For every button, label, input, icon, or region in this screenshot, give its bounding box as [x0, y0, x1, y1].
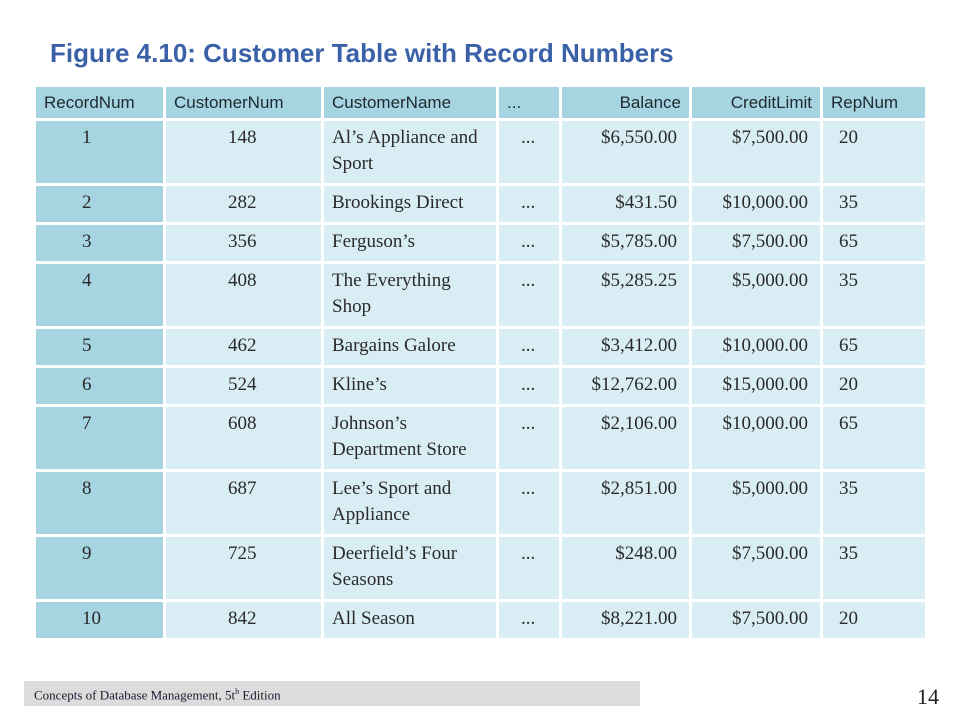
- cell-customername: Bargains Galore: [324, 329, 496, 365]
- table-row: 7 608 Johnson’s Department Store... $2,106.…: [36, 407, 925, 469]
- column-header-repnum: RepNum: [823, 87, 925, 118]
- cell-recordnum: 4: [36, 264, 163, 326]
- cell-creditlimit: $10,000.00: [692, 407, 820, 469]
- cell-creditlimit: $7,500.00: [692, 121, 820, 183]
- cell-ellipsis: ...: [499, 264, 559, 326]
- cell-repnum: 65: [823, 407, 925, 469]
- cell-customername: All Season: [324, 602, 496, 638]
- cell-recordnum: 2: [36, 186, 163, 222]
- cell-creditlimit: $7,500.00: [692, 225, 820, 261]
- footer-text: Concepts of Database Management, 5th Edi…: [34, 687, 281, 703]
- cell-ellipsis: ...: [499, 472, 559, 534]
- cell-recordnum: 1: [36, 121, 163, 183]
- cell-balance: $2,851.00: [562, 472, 689, 534]
- footer-text-edition: Edition: [239, 687, 281, 703]
- table-row: 4 408 The Everything Shop... $5,285.25 $5,00…: [36, 264, 925, 326]
- cell-customernum: 687: [166, 472, 321, 534]
- cell-repnum: 35: [823, 186, 925, 222]
- column-header-customername: CustomerName: [324, 87, 496, 118]
- cell-creditlimit: $5,000.00: [692, 264, 820, 326]
- cell-customernum: 608: [166, 407, 321, 469]
- cell-customername: Deerfield’s Four Seasons: [324, 537, 496, 599]
- table-row: 8 687 Lee’s Sport and Appliance... $2,851.0…: [36, 472, 925, 534]
- cell-balance: $248.00: [562, 537, 689, 599]
- cell-creditlimit: $15,000.00: [692, 368, 820, 404]
- customer-table: RecordNum CustomerNum CustomerName ... B…: [36, 87, 925, 652]
- cell-recordnum: 5: [36, 329, 163, 365]
- cell-balance: $12,762.00: [562, 368, 689, 404]
- cell-ellipsis: ...: [499, 225, 559, 261]
- cell-customernum: 282: [166, 186, 321, 222]
- footer-text-superscript: h: [235, 687, 240, 696]
- cell-ellipsis: ...: [499, 602, 559, 638]
- cell-customername: Brookings Direct: [324, 186, 496, 222]
- cell-repnum: 20: [823, 121, 925, 183]
- cell-ellipsis: ...: [499, 186, 559, 222]
- column-header-customernum: CustomerNum: [166, 87, 321, 118]
- cell-balance: $3,412.00: [562, 329, 689, 365]
- cell-creditlimit: $7,500.00: [692, 602, 820, 638]
- column-header-ellipsis: ...: [499, 87, 559, 118]
- cell-repnum: 35: [823, 537, 925, 599]
- cell-ellipsis: ...: [499, 329, 559, 365]
- footer-bar: Concepts of Database Management, 5th Edi…: [24, 681, 640, 706]
- cell-ellipsis: ...: [499, 368, 559, 404]
- cell-customername: Johnson’s Department Store: [324, 407, 496, 469]
- table-row: 10 842 All Season... $8,221.00 $7,500.00 20: [36, 602, 925, 638]
- cell-repnum: 65: [823, 329, 925, 365]
- table-row: 3 356 Ferguson’s... $5,785.00 $7,500.00 65: [36, 225, 925, 261]
- cell-recordnum: 3: [36, 225, 163, 261]
- cell-creditlimit: $7,500.00: [692, 537, 820, 599]
- cell-customernum: 462: [166, 329, 321, 365]
- page-number: 14: [917, 684, 939, 709]
- cell-balance: $8,221.00: [562, 602, 689, 638]
- cell-repnum: 20: [823, 368, 925, 404]
- cell-recordnum: 6: [36, 368, 163, 404]
- column-header-creditlimit: CreditLimit: [692, 87, 820, 118]
- cell-creditlimit: $10,000.00: [692, 329, 820, 365]
- cell-repnum: 35: [823, 264, 925, 326]
- cell-repnum: 65: [823, 225, 925, 261]
- cell-creditlimit: $10,000.00: [692, 186, 820, 222]
- cell-ellipsis: ...: [499, 121, 559, 183]
- table-row: 1 148 Al’s Appliance and Sport... $6,550.00…: [36, 121, 925, 183]
- table-row: 9 725 Deerfield’s Four Seasons... $248.00 $7…: [36, 537, 925, 599]
- cell-customernum: 842: [166, 602, 321, 638]
- cell-customernum: 356: [166, 225, 321, 261]
- cell-customernum: 148: [166, 121, 321, 183]
- cell-recordnum: 10: [36, 602, 163, 638]
- cell-ellipsis: ...: [499, 407, 559, 469]
- cell-customername: Kline’s: [324, 368, 496, 404]
- cell-balance: $2,106.00: [562, 407, 689, 469]
- cell-customername: Lee’s Sport and Appliance: [324, 472, 496, 534]
- cell-customernum: 725: [166, 537, 321, 599]
- table-row: 5 462 Bargains Galore... $3,412.00 $10,000.0…: [36, 329, 925, 365]
- cell-customername: The Everything Shop: [324, 264, 496, 326]
- cell-repnum: 20: [823, 602, 925, 638]
- column-header-balance: Balance: [562, 87, 689, 118]
- cell-recordnum: 7: [36, 407, 163, 469]
- table-row: 6 524 Kline’s... $12,762.00 $15,000.00 20: [36, 368, 925, 404]
- cell-balance: $5,285.25: [562, 264, 689, 326]
- cell-repnum: 35: [823, 472, 925, 534]
- cell-customernum: 408: [166, 264, 321, 326]
- table-row: 2 282 Brookings Direct... $431.50 $10,000.00…: [36, 186, 925, 222]
- cell-customernum: 524: [166, 368, 321, 404]
- cell-balance: $6,550.00: [562, 121, 689, 183]
- cell-ellipsis: ...: [499, 537, 559, 599]
- cell-creditlimit: $5,000.00: [692, 472, 820, 534]
- slide-title: Figure 4.10: Customer Table with Record …: [50, 38, 674, 68]
- cell-balance: $431.50: [562, 186, 689, 222]
- column-header-recordnum: RecordNum: [36, 87, 163, 118]
- cell-recordnum: 8: [36, 472, 163, 534]
- cell-customername: Ferguson’s: [324, 225, 496, 261]
- cell-balance: $5,785.00: [562, 225, 689, 261]
- cell-recordnum: 9: [36, 537, 163, 599]
- table-header-row: RecordNum CustomerNum CustomerName ... B…: [36, 87, 925, 118]
- footer-text-main: Concepts of Database Management, 5t: [34, 687, 236, 703]
- cell-customername: Al’s Appliance and Sport: [324, 121, 496, 183]
